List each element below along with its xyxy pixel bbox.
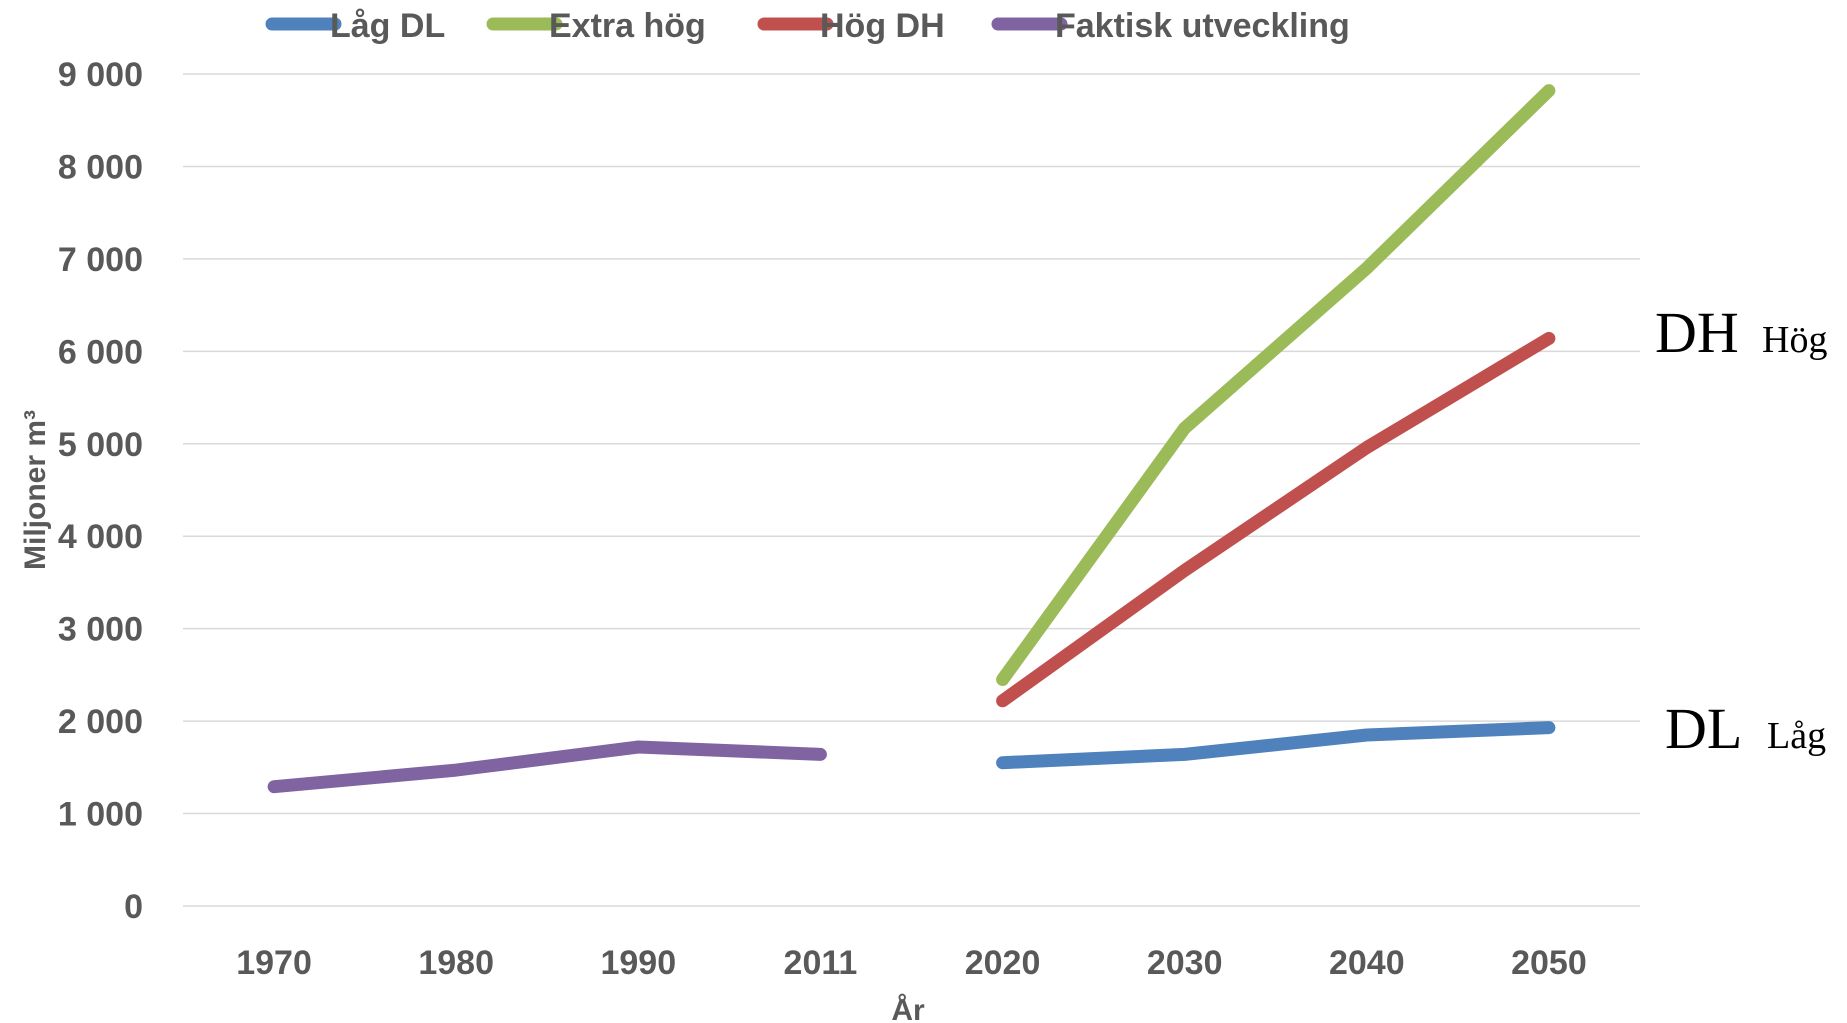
legend-label-extra-hog: Extra hög	[549, 7, 706, 45]
y-tick-label: 5 000	[58, 426, 143, 464]
x-tick-label: 2011	[784, 944, 858, 982]
x-tick-label: 1980	[418, 944, 494, 982]
annotation-dh-label: DH	[1655, 300, 1739, 365]
series-line-extra-h-g	[996, 84, 1556, 686]
y-tick-label: 0	[124, 888, 143, 926]
series-line-faktisk-utveckling	[267, 740, 827, 794]
legend-label-hog-dh: Hög DH	[820, 7, 945, 45]
annotation-dh-hog: DH Hög	[1655, 300, 1827, 365]
legend: Låg DL Extra hög Hög DH Faktisk utveckli…	[265, 7, 1350, 45]
x-tick-label: 1990	[600, 944, 676, 982]
y-tick-label: 3 000	[58, 611, 143, 649]
y-tick-label: 9 000	[58, 56, 143, 94]
legend-label-lag-dl: Låg DL	[330, 7, 445, 45]
y-axis-title: Miljoner m³	[19, 410, 52, 570]
x-tick-label: 1970	[236, 944, 312, 982]
y-tick-label: 2 000	[58, 703, 143, 741]
annotation-dl-label: DL	[1665, 696, 1742, 761]
annotation-lag-label: Låg	[1767, 715, 1826, 757]
x-axis-ticks: 1970 1980 1990 2011 2020 2030 2040 2050	[236, 944, 1587, 982]
x-axis-title: År	[891, 994, 925, 1023]
legend-label-faktisk-utveckling: Faktisk utveckling	[1055, 7, 1350, 45]
y-tick-label: 8 000	[58, 148, 143, 186]
x-tick-label: 2040	[1329, 944, 1405, 982]
annotation-dl-lag: DL Låg	[1665, 696, 1826, 761]
series-line-h-g-dh	[996, 331, 1556, 708]
y-tick-label: 6 000	[58, 333, 143, 371]
gridlines	[183, 73, 1640, 907]
y-tick-label: 1 000	[58, 796, 143, 834]
annotation-hog-label: Hög	[1762, 319, 1827, 361]
y-tick-label: 7 000	[58, 241, 143, 279]
x-tick-label: 2020	[965, 944, 1041, 982]
x-tick-label: 2030	[1147, 944, 1223, 982]
series-lines	[267, 84, 1556, 794]
series-line-l-g-dl	[996, 721, 1556, 770]
y-tick-label: 4 000	[58, 518, 143, 556]
x-tick-label: 2050	[1511, 944, 1587, 982]
y-axis-ticks: 0 1 000 2 000 3 000 4 000 5 000 6 000 7 000 8 00…	[58, 56, 143, 926]
